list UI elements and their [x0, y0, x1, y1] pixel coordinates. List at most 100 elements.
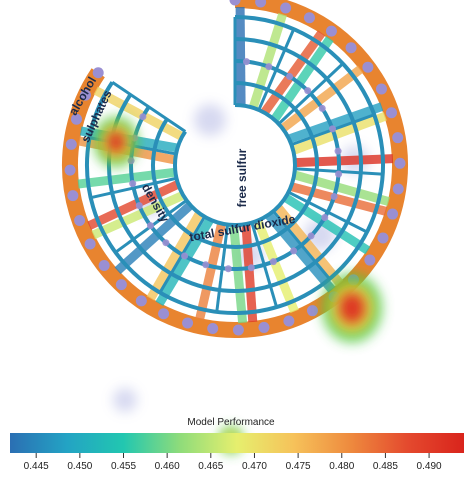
spoke-11 [274, 204, 344, 287]
band-marker-4 [325, 25, 337, 37]
spoke-25 [93, 86, 185, 141]
divider-13 [111, 80, 187, 133]
ring-marker-15 [202, 261, 210, 269]
band-marker-2 [280, 2, 292, 14]
ring-marker-20 [129, 180, 137, 188]
spoke-22 [77, 167, 176, 189]
hotspot-sulphates-core [107, 131, 125, 153]
spoke-18 [146, 211, 204, 301]
divider-8 [215, 224, 230, 313]
colorbar-tick-label-6: 0.475 [286, 461, 311, 472]
band-marker-1 [255, 0, 267, 8]
ring-marker-14 [224, 265, 232, 273]
band-marker-33 [80, 89, 92, 101]
spoke-1 [248, 12, 287, 110]
spoke-9 [289, 182, 388, 216]
ring-marker-13 [247, 264, 255, 272]
band-marker-22 [182, 317, 194, 329]
spoke-3 [270, 36, 334, 123]
band-marker-23 [158, 308, 170, 320]
spokes [77, 7, 394, 324]
band-marker-14 [364, 254, 376, 266]
colorbar-bar [10, 433, 464, 453]
ring-marker-10 [307, 232, 315, 240]
colorbar-ticks: 0.445 0.450 0.455 0.460 0.465 0.470 0.475 0.480… [24, 453, 442, 472]
band-marker-21 [207, 322, 219, 334]
divider-11 [90, 176, 177, 200]
colorbar-tick-label-3: 0.460 [155, 461, 180, 472]
ring-marker-4 [318, 104, 326, 112]
spoke-2 [260, 30, 326, 116]
ring-4 [107, 37, 363, 293]
ring-1 [173, 103, 297, 227]
band-marker-13 [377, 232, 389, 244]
colorbar-tick-label-7: 0.480 [329, 461, 354, 472]
band-marker-9 [392, 132, 404, 144]
ring-marker-1 [265, 63, 273, 71]
band-marker-7 [375, 83, 387, 95]
spoke-6 [291, 111, 387, 155]
colorbar-tick-label-2: 0.455 [111, 461, 136, 472]
divider-7 [250, 222, 278, 308]
ring-marker-18 [147, 222, 155, 230]
band-marker-34 [92, 67, 104, 79]
colorbar: Model Performance 0.445 0.450 0.455 0.460 0.… [10, 417, 464, 472]
band-marker-24 [135, 295, 147, 307]
band-marker-30 [64, 164, 76, 176]
ring-marker-12 [269, 258, 277, 266]
spoke-16 [195, 222, 226, 321]
band-marker-31 [65, 138, 77, 150]
spoke-7 [294, 154, 394, 168]
band-marker-3 [303, 12, 315, 24]
spoke-17 [155, 217, 214, 307]
axis-rings [85, 15, 385, 315]
band-marker-29 [67, 190, 79, 202]
colorbar-tick-label-5: 0.470 [242, 461, 267, 472]
spoke-12 [264, 211, 336, 293]
density-blob-3 [113, 388, 137, 412]
colorbar-tick-label-1: 0.450 [67, 461, 92, 472]
ring-marker-19 [135, 202, 143, 210]
ring-marker-0 [242, 58, 250, 66]
divider-1 [257, 28, 296, 111]
spoke-19 [114, 201, 194, 275]
spoke-8 [292, 170, 390, 206]
ring-5 [85, 15, 385, 315]
band-marker-18 [283, 315, 295, 327]
divider-6 [272, 210, 331, 280]
spoke-4 [279, 65, 364, 133]
colorbar-tick-label-0: 0.445 [24, 461, 49, 472]
divider-2 [277, 62, 344, 125]
band-marker-32 [70, 113, 82, 125]
band-marker-25 [115, 279, 127, 291]
spoke-21 [87, 180, 181, 230]
divider-5 [287, 190, 368, 234]
ring-marker-3 [304, 87, 312, 95]
performance-hotspots [94, 116, 382, 454]
band-marker-26 [98, 260, 110, 272]
spoke-14 [241, 223, 258, 323]
ring-marker-17 [162, 239, 170, 247]
colorbar-tick-label-9: 0.490 [417, 461, 442, 472]
spoke-10 [283, 193, 371, 255]
spoke-5 [287, 102, 384, 144]
hotspot-outer-cluster-core [339, 292, 365, 324]
band-marker-0 [229, 0, 241, 6]
hotspot-outer-cluster [322, 273, 382, 343]
ring-marker-2 [286, 72, 294, 80]
spoke-0 [235, 7, 246, 106]
band-marker-8 [386, 107, 398, 119]
band-marker-6 [362, 61, 374, 73]
colorbar-tick-label-4: 0.465 [198, 461, 223, 472]
density-blob-0 [194, 104, 226, 136]
spoke-13 [253, 218, 299, 314]
colorbar-title: Model Performance [187, 417, 275, 428]
ring-marker-9 [321, 214, 329, 222]
band-marker-5 [345, 42, 357, 54]
ring-marker-7 [335, 170, 343, 178]
band-marker-17 [306, 305, 318, 317]
band-marker-28 [74, 214, 86, 226]
hotspot-sulphates [94, 116, 138, 168]
axis-label-1: free sulfur [235, 148, 249, 207]
